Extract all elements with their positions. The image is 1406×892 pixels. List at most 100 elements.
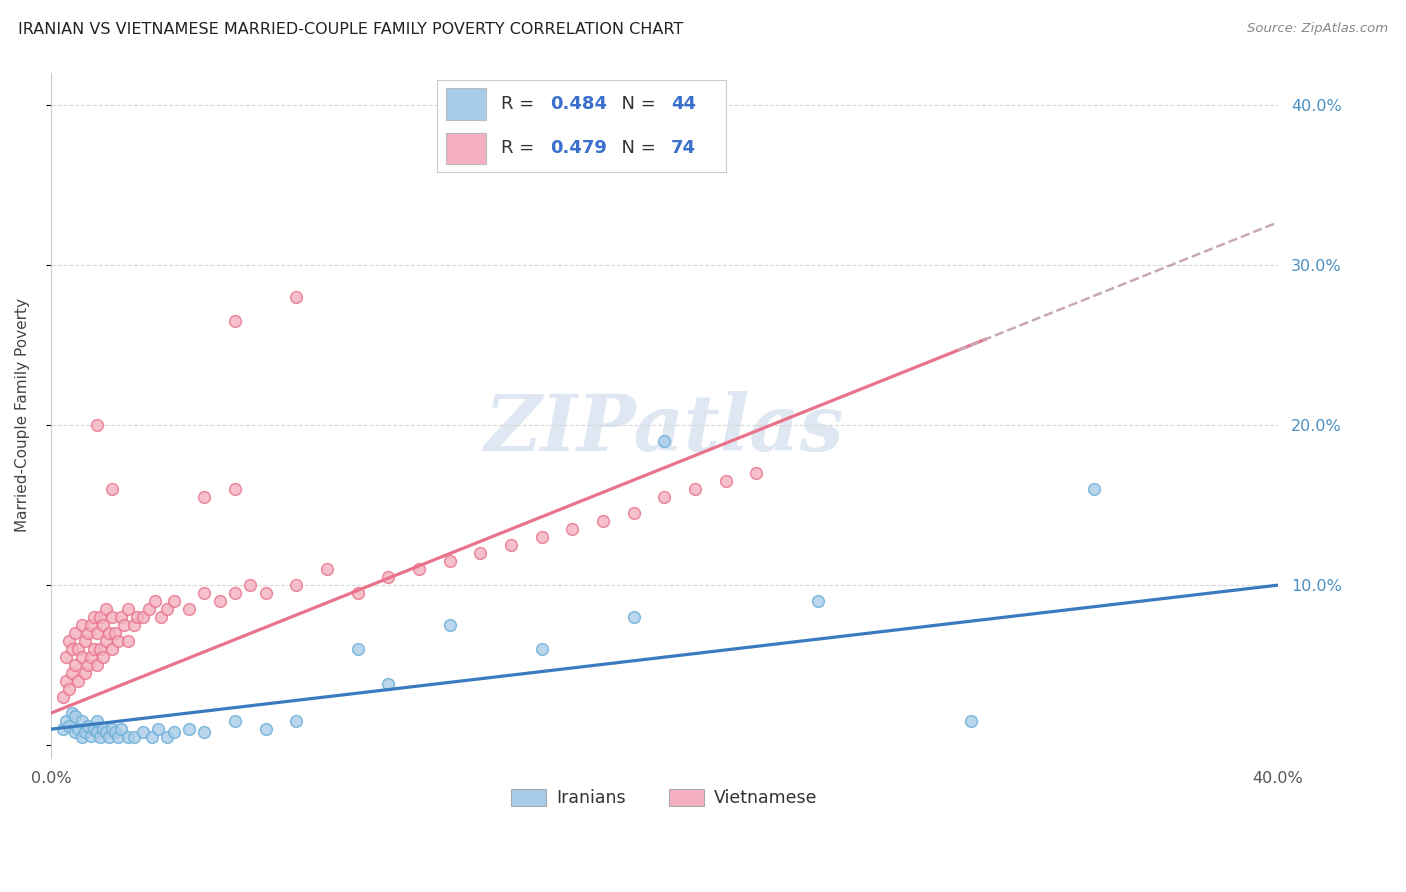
Point bbox=[162, 725, 184, 739]
Point bbox=[55, 650, 77, 665]
Point bbox=[98, 730, 121, 744]
Point bbox=[70, 618, 93, 632]
Point bbox=[122, 730, 145, 744]
Point bbox=[193, 490, 215, 504]
Point bbox=[177, 602, 200, 616]
Point bbox=[114, 618, 136, 632]
Point bbox=[156, 730, 179, 744]
Point bbox=[377, 677, 399, 691]
Point bbox=[499, 538, 522, 552]
Point bbox=[177, 722, 200, 736]
Point bbox=[58, 634, 80, 648]
Point bbox=[239, 578, 262, 592]
Point bbox=[193, 586, 215, 600]
Point bbox=[315, 562, 337, 576]
Point bbox=[138, 602, 160, 616]
Point bbox=[346, 642, 368, 657]
Point bbox=[807, 594, 830, 608]
Point bbox=[156, 602, 179, 616]
Point bbox=[86, 714, 108, 728]
Point bbox=[60, 706, 83, 721]
Point bbox=[408, 562, 430, 576]
Point bbox=[110, 610, 132, 624]
Point bbox=[76, 626, 98, 640]
Point bbox=[470, 546, 492, 560]
Point bbox=[652, 434, 675, 448]
Point bbox=[89, 610, 111, 624]
Point bbox=[58, 682, 80, 697]
Point bbox=[60, 666, 83, 681]
Point bbox=[117, 634, 139, 648]
Point bbox=[224, 482, 246, 496]
Point bbox=[65, 658, 87, 673]
Point bbox=[623, 610, 645, 624]
Point bbox=[285, 578, 308, 592]
Point bbox=[91, 618, 114, 632]
Point bbox=[86, 725, 108, 739]
Point bbox=[208, 594, 231, 608]
Point bbox=[107, 634, 129, 648]
Point bbox=[65, 725, 87, 739]
Point bbox=[117, 602, 139, 616]
Point bbox=[193, 725, 215, 739]
Point bbox=[592, 514, 614, 528]
Point bbox=[52, 690, 75, 705]
Point bbox=[76, 719, 98, 733]
Point bbox=[148, 722, 170, 736]
Point bbox=[98, 626, 121, 640]
Point bbox=[101, 642, 124, 657]
Point bbox=[83, 642, 105, 657]
Point bbox=[530, 530, 553, 544]
Point bbox=[254, 722, 277, 736]
Point bbox=[104, 725, 127, 739]
Point bbox=[439, 554, 461, 568]
Point bbox=[65, 626, 87, 640]
Point bbox=[254, 586, 277, 600]
Point bbox=[70, 730, 93, 744]
Point bbox=[83, 722, 105, 736]
Point bbox=[110, 722, 132, 736]
Point bbox=[80, 650, 103, 665]
Point bbox=[55, 714, 77, 728]
Text: Source: ZipAtlas.com: Source: ZipAtlas.com bbox=[1247, 22, 1388, 36]
Point bbox=[67, 674, 90, 689]
Point bbox=[67, 722, 90, 736]
Point bbox=[439, 618, 461, 632]
Point bbox=[125, 610, 148, 624]
Point bbox=[132, 610, 155, 624]
Point bbox=[73, 725, 96, 739]
Point bbox=[73, 634, 96, 648]
Point bbox=[94, 725, 117, 739]
Point bbox=[67, 642, 90, 657]
Point bbox=[86, 658, 108, 673]
Legend: Iranians, Vietnamese: Iranians, Vietnamese bbox=[503, 781, 825, 814]
Point bbox=[80, 729, 103, 743]
Text: ZIPatlas: ZIPatlas bbox=[485, 391, 844, 467]
Point bbox=[745, 466, 768, 480]
Point bbox=[65, 709, 87, 723]
Point bbox=[285, 714, 308, 728]
Point bbox=[162, 594, 184, 608]
Point bbox=[960, 714, 983, 728]
Point bbox=[683, 482, 706, 496]
Point bbox=[285, 290, 308, 304]
Point bbox=[89, 730, 111, 744]
Point bbox=[55, 674, 77, 689]
Point bbox=[101, 722, 124, 736]
Point bbox=[224, 586, 246, 600]
Point bbox=[150, 610, 173, 624]
Point bbox=[141, 730, 163, 744]
Point bbox=[377, 570, 399, 584]
Point bbox=[101, 610, 124, 624]
Y-axis label: Married-Couple Family Poverty: Married-Couple Family Poverty bbox=[15, 299, 30, 533]
Point bbox=[70, 714, 93, 728]
Point bbox=[101, 482, 124, 496]
Point bbox=[91, 650, 114, 665]
Point bbox=[561, 522, 583, 536]
Point bbox=[86, 418, 108, 433]
Point bbox=[1083, 482, 1105, 496]
Point bbox=[117, 730, 139, 744]
Point bbox=[76, 658, 98, 673]
Point bbox=[714, 474, 737, 488]
Point bbox=[107, 730, 129, 744]
